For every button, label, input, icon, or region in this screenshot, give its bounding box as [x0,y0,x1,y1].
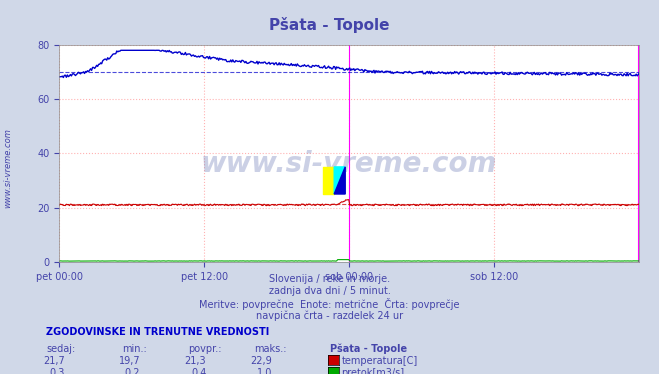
Text: Pšata - Topole: Pšata - Topole [330,344,407,354]
Text: pretok[m3/s]: pretok[m3/s] [341,368,405,374]
Text: min.:: min.: [122,344,147,354]
Text: maks.:: maks.: [254,344,286,354]
Text: 0,3: 0,3 [49,368,65,374]
Text: 19,7: 19,7 [119,356,140,366]
Polygon shape [334,167,345,194]
Text: 0,2: 0,2 [125,368,140,374]
Text: povpr.:: povpr.: [188,344,221,354]
Text: 22,9: 22,9 [250,356,272,366]
Text: sedaj:: sedaj: [46,344,75,354]
Text: 21,7: 21,7 [43,356,65,366]
Text: temperatura[C]: temperatura[C] [341,356,418,366]
Text: 1,0: 1,0 [257,368,272,374]
Text: 21,3: 21,3 [185,356,206,366]
Text: 0,4: 0,4 [191,368,206,374]
Text: navpična črta - razdelek 24 ur: navpična črta - razdelek 24 ur [256,311,403,321]
Text: ZGODOVINSKE IN TRENUTNE VREDNOSTI: ZGODOVINSKE IN TRENUTNE VREDNOSTI [46,327,270,337]
Text: Pšata - Topole: Pšata - Topole [270,17,389,33]
Text: zadnja dva dni / 5 minut.: zadnja dva dni / 5 minut. [269,286,390,296]
Text: Slovenija / reke in morje.: Slovenija / reke in morje. [269,274,390,284]
Text: www.si-vreme.com: www.si-vreme.com [3,128,13,208]
Polygon shape [334,167,345,194]
Text: www.si-vreme.com: www.si-vreme.com [201,150,498,178]
Text: Meritve: povprečne  Enote: metrične  Črta: povprečje: Meritve: povprečne Enote: metrične Črta:… [199,298,460,310]
